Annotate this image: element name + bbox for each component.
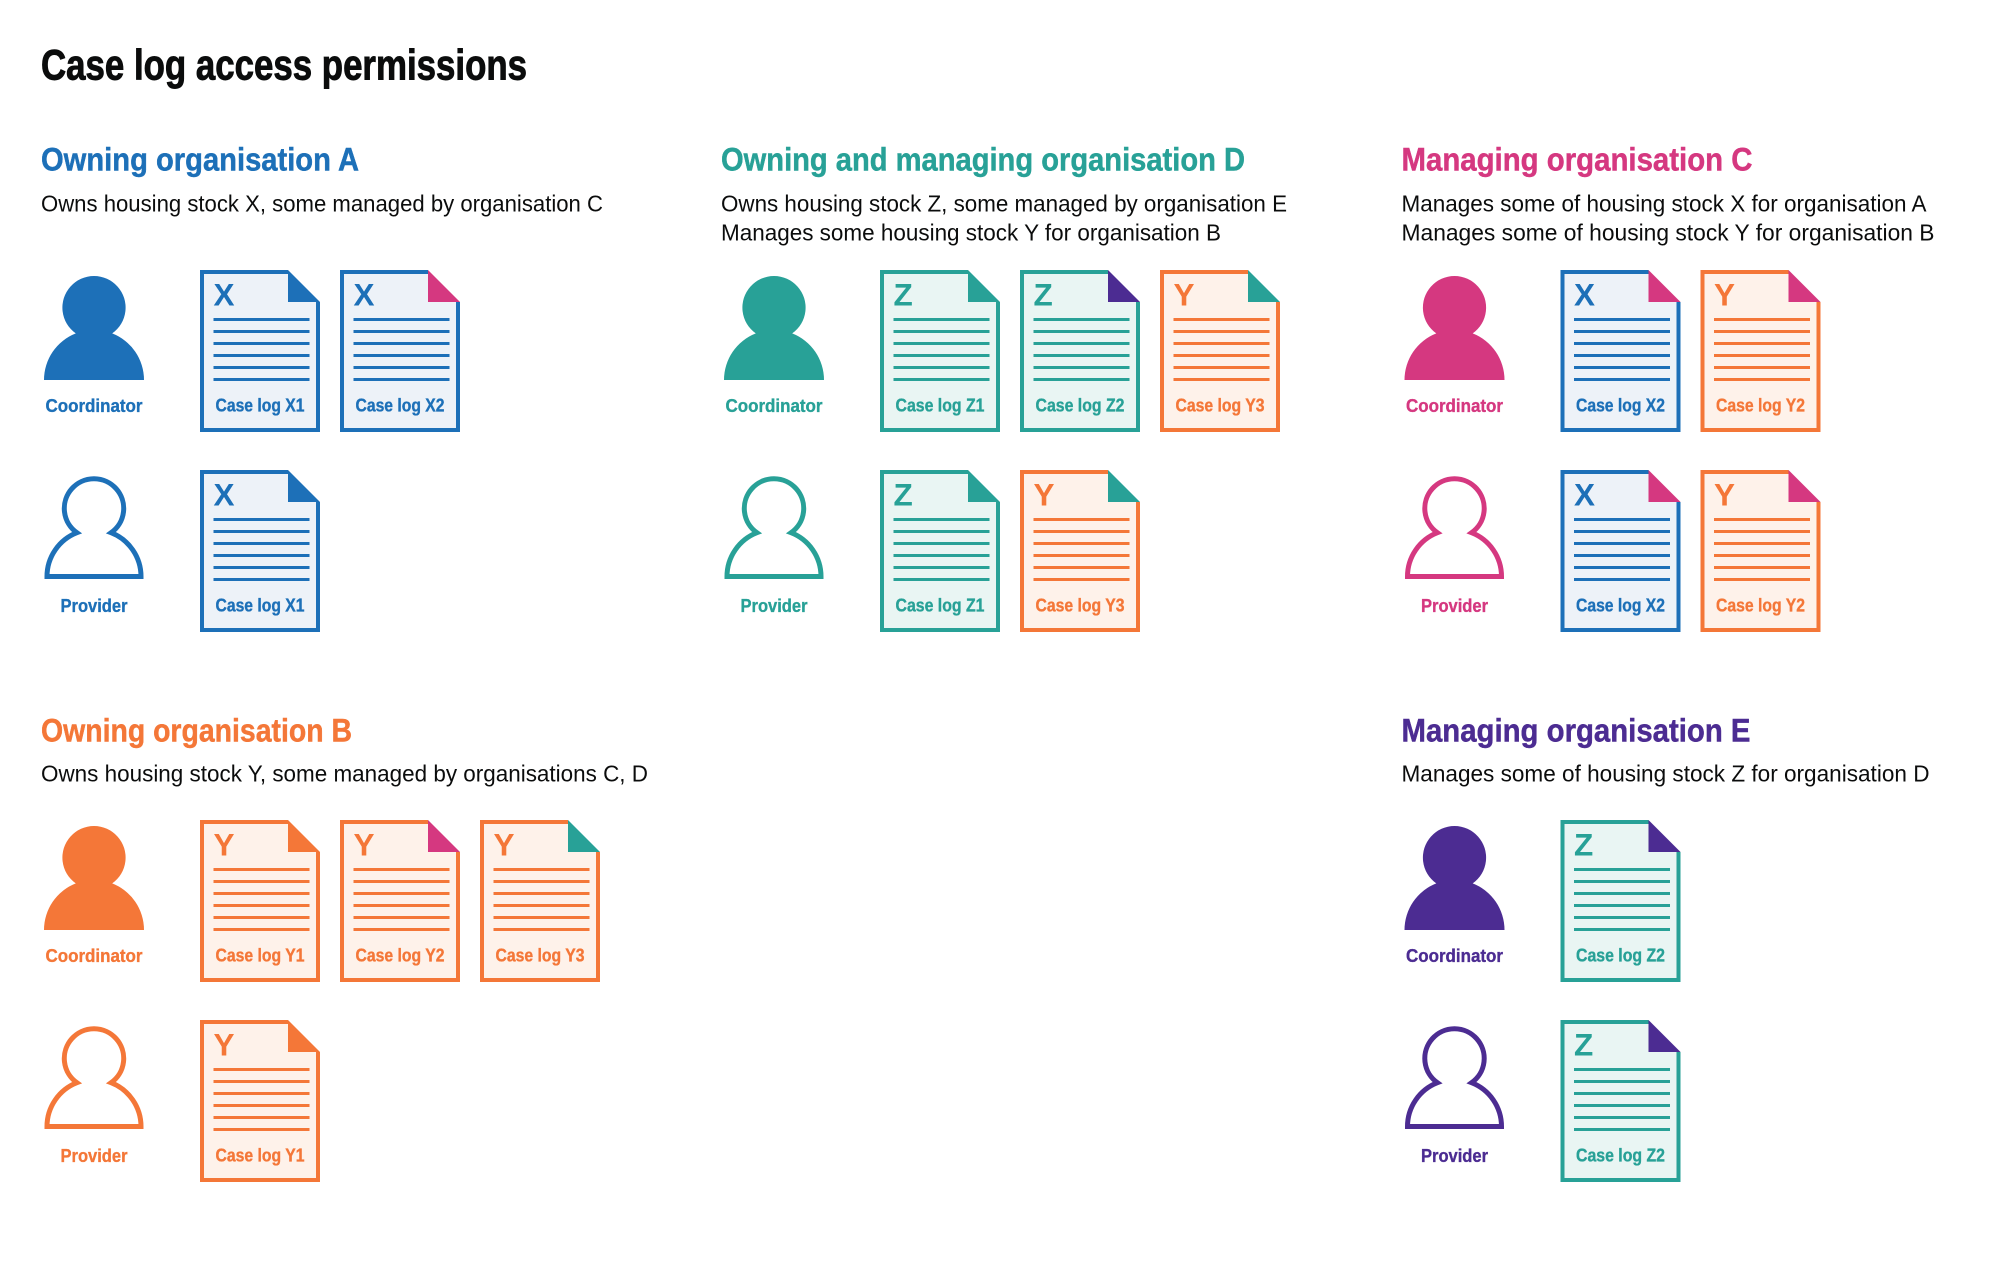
svg-text:Y: Y <box>1714 277 1735 313</box>
svg-text:Provider: Provider <box>61 596 128 616</box>
svg-text:Owns housing stock Y, some man: Owns housing stock Y, some managed by or… <box>41 761 648 787</box>
svg-text:Case log Y3: Case log Y3 <box>496 946 585 966</box>
svg-text:Case log X2: Case log X2 <box>1576 596 1665 616</box>
svg-text:Z: Z <box>1574 827 1593 863</box>
svg-text:Provider: Provider <box>1421 1146 1488 1166</box>
svg-text:Case log Y2: Case log Y2 <box>356 946 445 966</box>
svg-text:Coordinator: Coordinator <box>46 946 143 966</box>
svg-text:Case log Z2: Case log Z2 <box>1576 946 1665 966</box>
svg-text:Provider: Provider <box>741 596 808 616</box>
svg-text:Managing organisation C: Managing organisation C <box>1402 142 1753 178</box>
svg-text:Owning and managing organisati: Owning and managing organisation D <box>721 142 1245 178</box>
svg-text:Case log Z2: Case log Z2 <box>1576 1146 1665 1166</box>
svg-text:Owns housing stock X, some man: Owns housing stock X, some managed by or… <box>41 191 603 217</box>
svg-text:Y: Y <box>214 1027 235 1063</box>
svg-text:Coordinator: Coordinator <box>726 396 823 416</box>
svg-text:Manages some of housing stock: Manages some of housing stock X for orga… <box>1402 191 1928 217</box>
svg-text:Coordinator: Coordinator <box>46 396 143 416</box>
svg-text:Y: Y <box>1714 477 1735 513</box>
svg-text:Manages some of housing stock: Manages some of housing stock Z for orga… <box>1402 761 1930 787</box>
svg-text:Managing organisation E: Managing organisation E <box>1402 713 1751 749</box>
svg-text:Owns housing stock Z, some man: Owns housing stock Z, some managed by or… <box>721 191 1287 217</box>
svg-text:Case log access permissions: Case log access permissions <box>41 42 527 90</box>
svg-text:Case log Y1: Case log Y1 <box>216 946 305 966</box>
svg-text:Case log Y3: Case log Y3 <box>1176 396 1265 416</box>
svg-text:Y: Y <box>1034 477 1055 513</box>
svg-text:Case log Z1: Case log Z1 <box>896 596 985 616</box>
svg-text:Manages some housing stock Y f: Manages some housing stock Y for organis… <box>721 220 1221 246</box>
svg-text:Z: Z <box>894 477 913 513</box>
svg-text:X: X <box>1574 477 1595 513</box>
svg-text:Owning organisation B: Owning organisation B <box>41 713 352 749</box>
svg-text:Case log Z1: Case log Z1 <box>896 396 985 416</box>
svg-text:Coordinator: Coordinator <box>1406 396 1503 416</box>
svg-text:Z: Z <box>1034 277 1053 313</box>
svg-text:Case log X1: Case log X1 <box>216 396 305 416</box>
svg-text:Coordinator: Coordinator <box>1406 946 1503 966</box>
svg-text:X: X <box>354 277 375 313</box>
svg-text:Case log X1: Case log X1 <box>216 596 305 616</box>
svg-text:Z: Z <box>1574 1027 1593 1063</box>
svg-text:Case log Y2: Case log Y2 <box>1716 396 1805 416</box>
svg-text:X: X <box>214 277 235 313</box>
svg-text:Case log X2: Case log X2 <box>356 396 445 416</box>
svg-text:Z: Z <box>894 277 913 313</box>
svg-text:Case log Y1: Case log Y1 <box>216 1146 305 1166</box>
svg-text:X: X <box>1574 277 1595 313</box>
svg-text:Y: Y <box>214 827 235 863</box>
svg-text:Y: Y <box>1174 277 1195 313</box>
svg-text:Owning organisation A: Owning organisation A <box>41 142 359 178</box>
svg-text:Case log Y2: Case log Y2 <box>1716 596 1805 616</box>
svg-text:Y: Y <box>494 827 515 863</box>
svg-text:Case log X2: Case log X2 <box>1576 396 1665 416</box>
svg-text:Case log Z2: Case log Z2 <box>1036 396 1125 416</box>
svg-text:Case log Y3: Case log Y3 <box>1036 596 1125 616</box>
svg-text:Y: Y <box>354 827 375 863</box>
svg-text:X: X <box>214 477 235 513</box>
svg-text:Provider: Provider <box>1421 596 1488 616</box>
svg-text:Manages some of housing stock: Manages some of housing stock Y for orga… <box>1402 220 1935 246</box>
svg-text:Provider: Provider <box>61 1146 128 1166</box>
